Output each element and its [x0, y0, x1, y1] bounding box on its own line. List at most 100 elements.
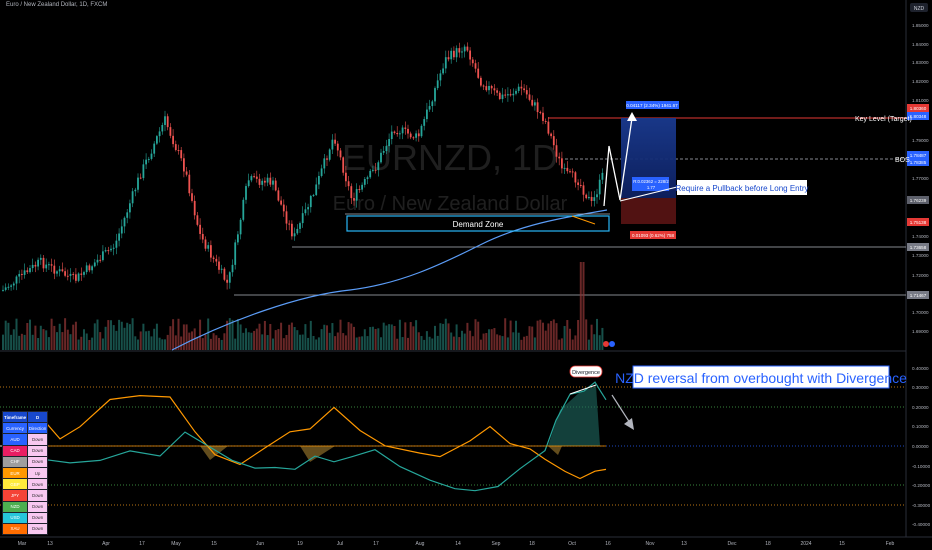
- price-label-text: 1.80348: [910, 114, 927, 119]
- moving-average-line[interactable]: [171, 209, 608, 351]
- reversal-arrow-line: [611, 394, 631, 424]
- projection-path[interactable]: [603, 117, 633, 207]
- time-tick-label: May: [171, 541, 181, 547]
- price-label-badge: [907, 158, 929, 166]
- time-tick-label: Aug: [416, 541, 425, 547]
- price-label-text: 1.75138: [910, 220, 927, 225]
- oscillator-divergence-line: [569, 384, 597, 395]
- table-currency: CAD: [1, 444, 29, 457]
- oscillator-tick-label: -0.40000: [912, 522, 931, 527]
- table-direction: Down: [27, 455, 48, 468]
- table-currency: AUD: [1, 433, 29, 446]
- price-label-badge: [907, 104, 929, 112]
- price-tick-label: 1.85000: [912, 23, 929, 28]
- time-tick-label: Nov: [646, 541, 655, 547]
- time-tick-label: Feb: [886, 541, 895, 547]
- time-tick-label: 13: [681, 541, 687, 547]
- time-axis[interactable]: Mar 13 Apr 17 May 15 Jun 19 Jul 17 Aug 14 Sep 18 Oct 16…: [18, 541, 895, 547]
- nzd-strength-line[interactable]: [42, 381, 607, 492]
- price-label-badge: [907, 243, 929, 251]
- position-entry-label-2: 1.77: [647, 185, 656, 190]
- price-tick-label: 1.83000: [912, 60, 929, 65]
- table-row: XAU Down: [1, 522, 48, 536]
- currency-badge-label: NZD: [914, 6, 925, 12]
- reversal-arrowhead-icon: [624, 418, 634, 430]
- table-col-direction: Direction: [27, 422, 48, 435]
- oscillator-tick-label: -0.20000: [912, 483, 931, 488]
- table-direction: Up: [27, 466, 48, 480]
- oscillator-tick-label: -0.10000: [912, 464, 931, 469]
- time-tick-label: 17: [373, 541, 379, 547]
- table-row: GBP Down: [1, 478, 48, 491]
- price-tick-label: 1.69000: [912, 329, 929, 334]
- demand-zone-label: Demand Zone: [453, 220, 504, 229]
- table-currency: JPY: [1, 489, 29, 502]
- pullback-callout[interactable]: [677, 180, 807, 195]
- table-direction: Down: [27, 478, 48, 491]
- price-pane[interactable]: [0, 0, 906, 350]
- time-tick-label: Dec: [728, 541, 737, 547]
- currency-badge[interactable]: [910, 3, 928, 12]
- price-label-text: 1.71467: [910, 293, 927, 298]
- time-tick-label: 13: [47, 541, 53, 547]
- pullback-pointer: [619, 186, 678, 202]
- price-tick-label: 1.82000: [912, 79, 929, 84]
- price-label-badge: [907, 218, 929, 226]
- pullback-callout-text: Require a Pullback before Long Entry: [676, 184, 809, 193]
- nzd-reversal-text: NZD reversal from overbought with Diverg…: [615, 370, 907, 386]
- table-direction: Down: [27, 500, 48, 513]
- event-marker-icon[interactable]: [603, 341, 609, 347]
- watermark-name: Euro / New Zealand Dollar: [333, 193, 568, 215]
- table-title-right: D: [27, 410, 48, 424]
- table-currency: GBP: [1, 478, 29, 491]
- nzd-reversal-callout[interactable]: [632, 365, 890, 389]
- table-direction: Down: [27, 522, 48, 536]
- oscillator-tick-label: 0.00000: [912, 444, 929, 449]
- key-level-label: Key Level (Target): [855, 116, 912, 123]
- event-marker-icon-2[interactable]: [609, 341, 615, 347]
- price-tick-label: 1.73000: [912, 253, 929, 258]
- price-divergence-line: [571, 215, 596, 225]
- position-stop-zone[interactable]: [621, 198, 676, 224]
- watermark-symbol: EURNZD, 1D: [342, 137, 558, 178]
- time-tick-label: 14: [455, 541, 461, 547]
- time-tick-label: Oct: [568, 541, 576, 547]
- time-tick-label: Sep: [492, 541, 501, 547]
- projection-arrowhead-icon: [627, 112, 637, 121]
- price-axis-labels: 1.80360 1.80348 1.78487 1.78385 1.76239 1.751…: [907, 104, 929, 299]
- time-tick-label: 16: [605, 541, 611, 547]
- volume-bars: [2, 262, 604, 350]
- time-tick-label: Jun: [256, 541, 264, 547]
- divergence-bubble[interactable]: [569, 365, 603, 378]
- time-tick-label: Mar: [18, 541, 27, 547]
- price-label-badge: [907, 112, 929, 120]
- table-direction: Down: [27, 489, 48, 502]
- time-tick-label: Apr: [102, 541, 110, 547]
- position-entry-badge: [632, 177, 669, 191]
- position-target-label: 0.04117 (2.34%) 1941.67: [626, 103, 678, 108]
- price-label-text: 1.73658: [910, 245, 927, 250]
- table-currency: NZD: [1, 500, 29, 513]
- candlestick-series[interactable]: [2, 42, 604, 292]
- bos-label: BOS: [895, 157, 910, 164]
- table-title-left: Timeframe: [1, 410, 29, 424]
- time-tick-label: 17: [139, 541, 145, 547]
- currency-strength-table: Timeframe D Currency Direction AUD Down CA…: [1, 410, 48, 536]
- table-row: CHF Down: [1, 455, 48, 468]
- demand-zone-box[interactable]: [346, 215, 610, 232]
- table-currency: USD: [1, 511, 29, 524]
- chart-title: Euro / New Zealand Dollar, 1D, FXCM: [6, 2, 108, 8]
- time-tick-label: 18: [529, 541, 535, 547]
- table-row: USD Down: [1, 511, 48, 524]
- price-label-text: 1.80360: [910, 106, 927, 111]
- price-tick-label: 1.70000: [912, 310, 929, 315]
- price-tick-label: 1.77000: [912, 176, 929, 181]
- table-direction: Down: [27, 511, 48, 524]
- price-axis-ticks: 1.85000 1.84000 1.83000 1.82000 1.81000 1.790…: [912, 23, 929, 334]
- eur-strength-line[interactable]: [42, 394, 607, 480]
- oscillator-tick-label: -0.30000: [912, 503, 931, 508]
- table-currency: EUR: [1, 466, 29, 480]
- table-row: JPY Down: [1, 489, 48, 502]
- price-label-text: 1.76239: [910, 198, 927, 203]
